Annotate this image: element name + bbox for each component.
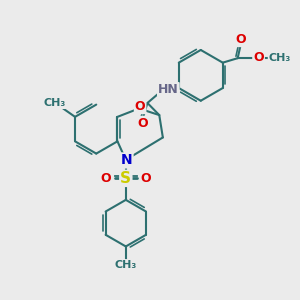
Text: S: S: [120, 171, 131, 186]
Text: CH₃: CH₃: [44, 98, 66, 108]
Text: CH₃: CH₃: [115, 260, 137, 270]
Text: O: O: [235, 33, 246, 46]
Text: O: O: [100, 172, 111, 185]
Text: O: O: [138, 117, 148, 130]
Text: N: N: [121, 154, 133, 167]
Text: CH₃: CH₃: [269, 52, 291, 63]
Text: O: O: [140, 172, 151, 185]
Text: O: O: [135, 100, 146, 113]
Text: HN: HN: [158, 83, 179, 96]
Text: O: O: [253, 51, 264, 64]
